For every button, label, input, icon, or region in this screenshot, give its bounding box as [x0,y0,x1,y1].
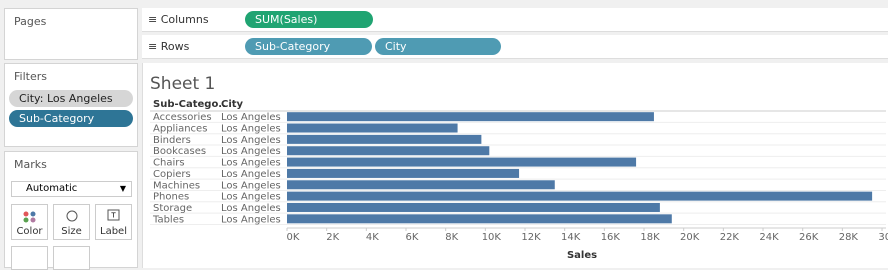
x-tick-label: 22K [720,232,740,243]
label-button[interactable]: T Label [95,204,132,240]
bar [287,214,672,224]
shelf-label: ≡ Columns [148,13,209,26]
x-tick-label: 20K [680,232,700,243]
bar [287,112,654,122]
x-tick-label: 10K [482,232,502,243]
x-tick-label: 16K [601,232,621,243]
pane-title: Filters [14,70,47,83]
button-label: Size [61,226,82,237]
category-label: Phones [153,192,189,203]
pane-title: Pages [14,15,47,28]
svg-text:T: T [110,212,116,220]
filter-pill[interactable]: Sub-Category [9,110,133,127]
x-tick-label: 12K [521,232,541,243]
row-pill[interactable]: Sub-Category [245,38,372,55]
bar [287,134,482,144]
city-label: Los Angeles [221,112,281,123]
button-label: Color [16,226,43,237]
detail-button[interactable] [11,246,48,270]
category-label: Storage [153,203,192,214]
x-tick-label: 18K [640,232,660,243]
city-label: Los Angeles [221,203,281,214]
city-label: Los Angeles [221,158,281,169]
city-label: Los Angeles [221,169,281,180]
columns-shelf: ≡ Columns SUM(Sales) [142,8,888,32]
category-label: Machines [153,180,200,191]
shelf-name: Columns [160,13,209,26]
x-tick-label: 2K [326,232,339,243]
x-tick-label: 8K [445,232,458,243]
bar [287,180,555,190]
pages-pane: Pages [4,8,138,60]
x-tick-label: 14K [561,232,581,243]
bar [287,191,873,201]
sheet-title: Sheet 1 [150,74,215,94]
row-pill[interactable]: City [375,38,501,55]
mark-type-dropdown[interactable]: Automatic ▼ [11,181,132,197]
x-tick-label: 26K [799,232,819,243]
dropdown-arrow: ▼ [119,184,126,193]
x-tick-label: 24K [759,232,779,243]
bar [287,123,458,133]
button-label: Label [100,226,127,237]
bar [287,146,490,156]
x-tick-label: 30K [878,232,888,243]
bar [287,157,637,167]
shelf-label: ≡ Rows [148,40,190,53]
column-header: Sub-Catego.. [153,99,226,110]
category-label: Chairs [153,158,185,169]
size-button[interactable]: Size [53,204,90,240]
shelf-name: Rows [160,40,190,53]
size-icon [66,210,78,222]
x-axis-title: Sales [567,250,597,261]
x-tick-label: 28K [839,232,859,243]
filter-pill[interactable]: City: Los Angeles [9,90,133,107]
city-label: Los Angeles [221,214,281,225]
bar [287,202,660,212]
category-label: Binders [153,135,191,146]
marks-pane: Marks Automatic ▼ Color Size T Label [4,151,138,270]
column-header: City [221,99,244,110]
city-label: Los Angeles [221,135,281,146]
category-label: Tables [152,214,184,225]
column-pill[interactable]: SUM(Sales) [245,11,373,28]
color-icon [23,211,36,223]
category-label: Accessories [153,112,212,123]
pane-title: Marks [14,158,47,171]
x-tick-label: 4K [366,232,379,243]
color-button[interactable]: Color [11,204,48,240]
city-label: Los Angeles [221,146,281,157]
label-icon: T [107,209,120,221]
mark-type: Automatic [26,183,78,194]
bar [287,168,520,178]
city-label: Los Angeles [221,124,281,135]
category-label: Copiers [153,169,191,180]
city-label: Los Angeles [221,192,281,203]
city-label: Los Angeles [221,180,281,191]
category-label: Appliances [153,124,207,135]
x-tick-label: 0K [287,232,300,243]
x-tick-label: 6K [406,232,419,243]
category-label: Bookcases [153,146,206,157]
rows-shelf: ≡ Rows Sub-Category City [142,35,888,59]
filters-pane: Filters City: Los Angeles Sub-Category [4,63,138,147]
